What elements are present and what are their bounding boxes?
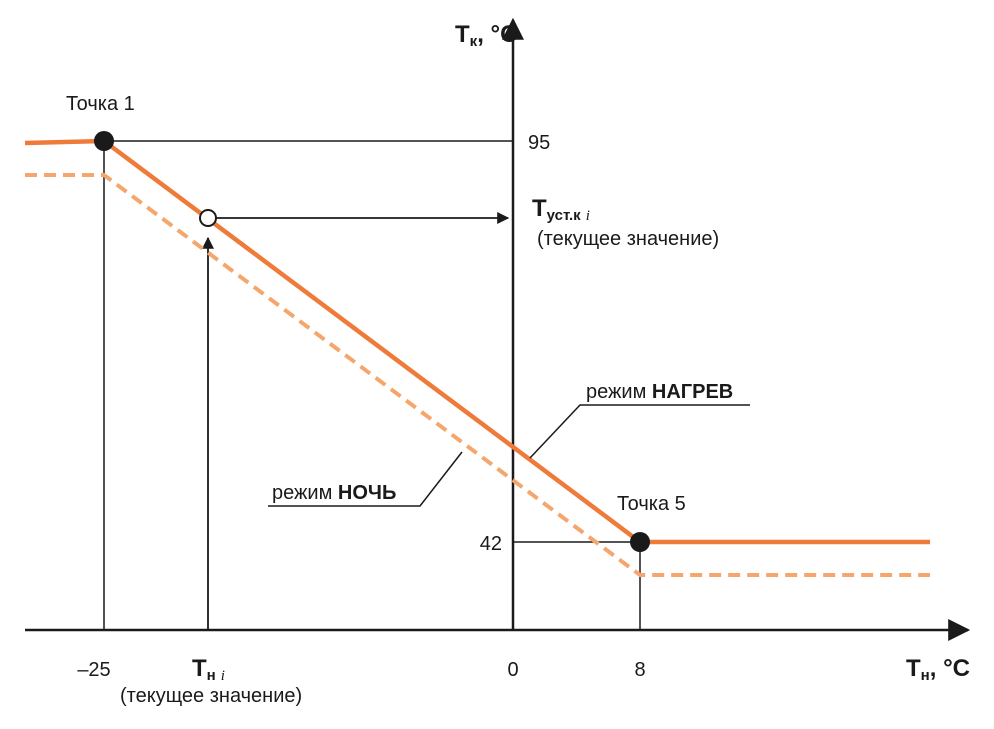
subscript: н [207,667,216,684]
current-point [199,209,217,227]
outdoor-note: (текущее значение) [120,685,302,707]
mode-prefix: режим [586,381,646,403]
index: i [586,208,590,224]
night-curve [25,173,930,577]
heating-curve [24,138,930,545]
subscript: н [921,667,930,684]
mode-name: НОЧЬ [338,482,396,504]
x-tick-label: 0 [507,659,518,681]
index: i [221,668,225,684]
x-tick-label: 8 [634,659,645,681]
subscript: уст.к [547,207,582,224]
mode-prefix: режим [272,482,332,504]
point-label: Точка 1 [66,93,135,115]
subscript: к [470,33,478,50]
point-marker [630,532,650,552]
x-axis-label: Tн, °C [906,655,970,684]
point-label: Точка 5 [617,493,686,515]
unit: , °C [930,655,970,682]
y-axis-label: Tк, °C [455,21,517,50]
point-marker [94,131,114,151]
y-tick-label: 95 [528,132,550,154]
mode-label: режим НОЧЬ [272,482,396,504]
symbol: T [192,655,207,682]
symbol: T [455,21,470,48]
x-tick-label: –25 [77,659,110,681]
unit: , °C [477,21,517,48]
symbol: T [906,655,921,682]
setpoint-label: Tуст.к i [532,195,590,224]
leader-line [268,451,463,507]
mode-label: режим НАГРЕВ [586,381,733,403]
setpoint-note: (текущее значение) [537,228,719,250]
symbol: T [532,195,547,222]
leader-line [529,404,750,459]
y-tick-label: 42 [480,533,502,555]
outdoor-label: Tн i [192,655,225,684]
mode-name: НАГРЕВ [652,381,733,403]
